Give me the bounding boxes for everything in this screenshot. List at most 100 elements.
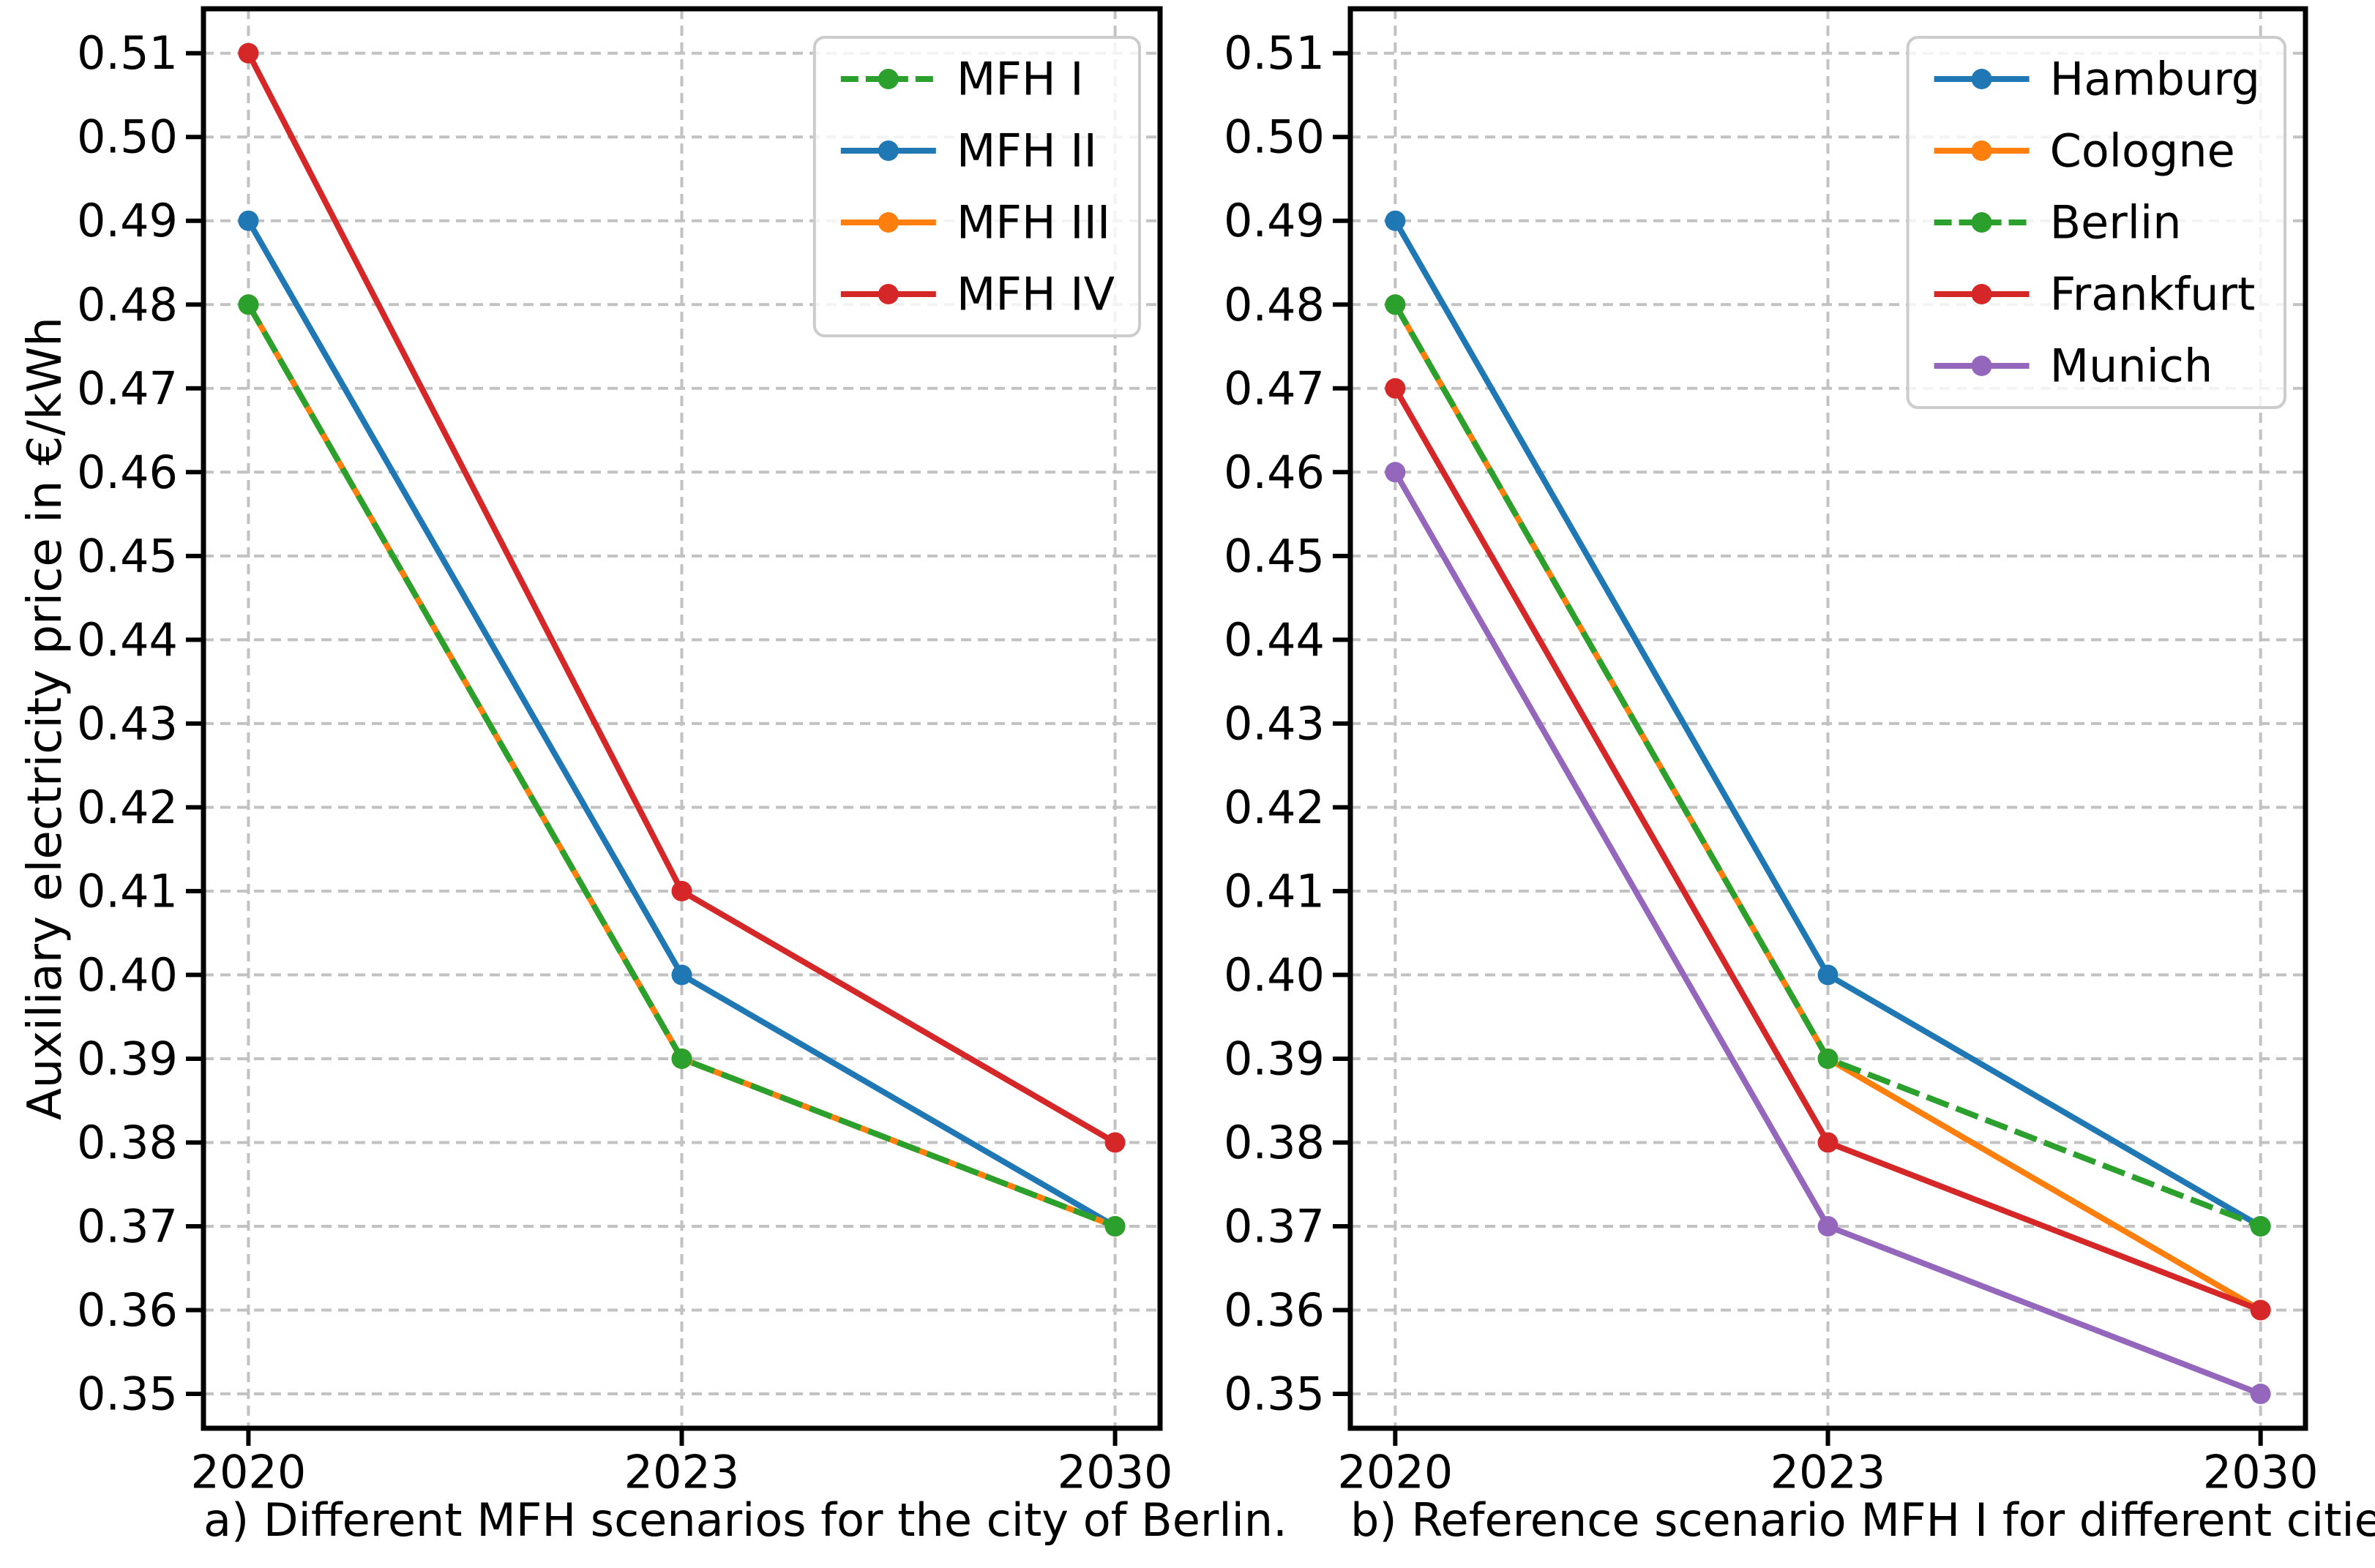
- y-tick-label: 0.49: [1224, 194, 1325, 247]
- legend-label: Berlin: [2050, 196, 2182, 250]
- x-tick-label: 2020: [191, 1446, 307, 1499]
- y-tick-label: 0.38: [77, 1116, 178, 1169]
- data-point-frankfurt-2023: [1817, 1132, 1839, 1153]
- y-tick-label: 0.44: [1224, 613, 1325, 667]
- y-tick-label: 0.39: [1224, 1032, 1325, 1085]
- y-tick-label: 0.45: [77, 529, 178, 582]
- x-tick-label: 2020: [1337, 1446, 1453, 1499]
- data-point-hamburg-2023: [1817, 964, 1839, 986]
- chart-panel-b: 0.35 0.36 0.37 0.38 0.39 0.40 0.41 0.42 0.43 0.44…: [1224, 6, 2319, 1499]
- y-tick-label: 0.46: [77, 446, 178, 499]
- y-tick-label: 0.43: [77, 697, 178, 750]
- legend-item-frankfurt: Frankfurt: [1934, 268, 2256, 321]
- y-tick-label: 0.47: [77, 361, 178, 415]
- chart-panel-a: 0.35 0.36 0.37 0.38 0.39 0.40 0.41 0.42 0.43 0.44…: [77, 6, 1173, 1499]
- y-axis: 0.35 0.36 0.37 0.38 0.39 0.40 0.41 0.42 0.43 0.44…: [1224, 26, 1350, 1421]
- x-tick-label: 2023: [1770, 1446, 1886, 1499]
- y-tick-label: 0.35: [77, 1368, 178, 1421]
- y-tick-label: 0.43: [1224, 697, 1325, 750]
- x-tick-label: 2030: [1058, 1446, 1173, 1499]
- legend-sample-marker: [878, 140, 899, 161]
- y-tick-label: 0.49: [77, 194, 178, 247]
- data-point-mfh-iv-2023: [671, 880, 692, 901]
- y-tick-label: 0.46: [1224, 446, 1325, 499]
- y-tick-label: 0.48: [77, 278, 178, 331]
- legend-label: MFH II: [957, 124, 1097, 178]
- data-point-berlin-2023: [1817, 1048, 1839, 1069]
- legend-label: MFH III: [957, 196, 1110, 250]
- y-tick-label: 0.35: [1224, 1368, 1325, 1421]
- legend-item-hamburg: Hamburg: [1934, 53, 2260, 106]
- legend-label: Munich: [2050, 340, 2213, 393]
- y-tick-label: 0.42: [1224, 781, 1325, 834]
- legend-sample-marker: [1971, 140, 1992, 161]
- data-point-mfh-i-2023: [671, 1048, 692, 1069]
- legend-label: MFH I: [957, 53, 1084, 106]
- y-tick-label: 0.45: [1224, 529, 1325, 582]
- legend-item-berlin: Berlin: [1934, 196, 2182, 250]
- y-tick-label: 0.47: [1224, 361, 1325, 415]
- legend-item-munich: Munich: [1934, 340, 2213, 393]
- legend-item-mfh-iii: MFH III: [840, 196, 1110, 250]
- legend-label: MFH IV: [957, 268, 1115, 321]
- legend-sample-marker: [1971, 212, 1992, 233]
- data-point-mfh-iv-2020: [238, 42, 259, 64]
- legend-frame: [812, 36, 1141, 337]
- data-point-mfh-i-2020: [238, 294, 259, 315]
- legend-label: Frankfurt: [2050, 268, 2256, 321]
- caption-b: b) Reference scenario MFH I for differen…: [1350, 1493, 2375, 1547]
- legend-frame: [1906, 36, 2286, 409]
- legend-sample-marker: [1971, 356, 1992, 376]
- legend-label: Hamburg: [2050, 53, 2260, 106]
- y-tick-label: 0.50: [77, 110, 178, 164]
- y-tick-label: 0.51: [1224, 26, 1325, 80]
- data-point-hamburg-2020: [1385, 210, 1406, 231]
- y-axis: 0.35 0.36 0.37 0.38 0.39 0.40 0.41 0.42 0.43 0.44…: [77, 26, 203, 1421]
- legend-sample-marker: [1971, 69, 1992, 89]
- y-tick-label: 0.39: [77, 1032, 178, 1085]
- data-point-munich-2020: [1385, 462, 1406, 483]
- y-tick-label: 0.42: [77, 781, 178, 834]
- legend-sample-marker: [1971, 284, 1992, 304]
- series-mfh-iv: [238, 42, 1126, 1153]
- data-point-munich-2023: [1817, 1216, 1839, 1237]
- series-mfh-i: [238, 294, 1126, 1237]
- caption-a: a) Different MFH scenarios for the city …: [203, 1493, 1287, 1547]
- data-point-mfh-ii-2023: [671, 964, 692, 986]
- series-munich: [1385, 462, 2271, 1405]
- legend-sample-marker: [878, 69, 899, 89]
- data-point-munich-2030: [2250, 1384, 2271, 1405]
- y-tick-label: 0.48: [1224, 278, 1325, 331]
- data-point-frankfurt-2020: [1385, 378, 1406, 399]
- data-point-mfh-iv-2030: [1104, 1132, 1126, 1153]
- series-frankfurt: [1385, 378, 2271, 1321]
- y-tick-label: 0.36: [77, 1283, 178, 1337]
- legend-item-mfh-ii: MFH II: [840, 124, 1097, 178]
- data-point-mfh-i-2030: [1104, 1216, 1126, 1237]
- y-tick-label: 0.41: [77, 864, 178, 918]
- legend-item-mfh-i: MFH I: [840, 53, 1084, 106]
- legend: Hamburg Cologne Berlin Frankfurt Munich: [1906, 36, 2286, 409]
- legend-item-cologne: Cologne: [1934, 124, 2235, 178]
- x-tick-label: 2030: [2203, 1446, 2319, 1499]
- y-axis-label: Auxiliary electricity price in €/kWh: [18, 317, 72, 1120]
- legend-sample-marker: [878, 284, 899, 304]
- y-tick-label: 0.44: [77, 613, 178, 667]
- y-tick-label: 0.50: [1224, 110, 1325, 164]
- y-tick-label: 0.41: [1224, 864, 1325, 918]
- legend: MFH I MFH II MFH III MFH IV: [812, 36, 1141, 337]
- legend-sample-marker: [878, 212, 899, 233]
- y-tick-label: 0.38: [1224, 1116, 1325, 1169]
- legend-label: Cologne: [2050, 124, 2235, 178]
- x-axis: 2020 2023 2030: [191, 1428, 1173, 1499]
- legend-item-mfh-iv: MFH IV: [840, 268, 1115, 321]
- y-tick-label: 0.37: [77, 1200, 178, 1253]
- y-tick-label: 0.40: [77, 948, 178, 1002]
- data-point-frankfurt-2030: [2250, 1299, 2271, 1321]
- data-point-berlin-2030: [2250, 1216, 2271, 1237]
- data-point-berlin-2020: [1385, 294, 1406, 315]
- y-tick-label: 0.37: [1224, 1200, 1325, 1253]
- y-tick-label: 0.36: [1224, 1283, 1325, 1337]
